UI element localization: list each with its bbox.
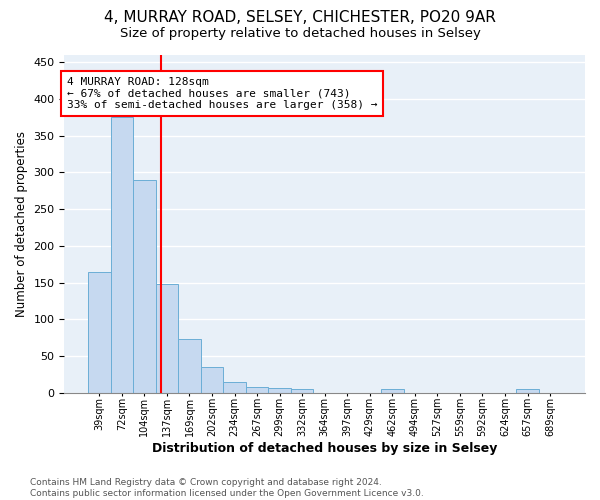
Text: Contains HM Land Registry data © Crown copyright and database right 2024.
Contai: Contains HM Land Registry data © Crown c… [30, 478, 424, 498]
Bar [381, 389, 404, 393]
Text: 4 MURRAY ROAD: 128sqm
← 67% of detached houses are smaller (743)
33% of semi-det: 4 MURRAY ROAD: 128sqm ← 67% of detached … [67, 77, 377, 110]
Bar [246, 387, 268, 393]
Bar [88, 272, 110, 393]
Bar [155, 284, 178, 393]
Bar [178, 339, 201, 393]
Bar [223, 382, 246, 393]
Y-axis label: Number of detached properties: Number of detached properties [15, 131, 28, 317]
X-axis label: Distribution of detached houses by size in Selsey: Distribution of detached houses by size … [152, 442, 497, 455]
Bar [110, 118, 133, 393]
Bar [201, 367, 223, 393]
Text: Size of property relative to detached houses in Selsey: Size of property relative to detached ho… [119, 28, 481, 40]
Bar [516, 389, 539, 393]
Text: 4, MURRAY ROAD, SELSEY, CHICHESTER, PO20 9AR: 4, MURRAY ROAD, SELSEY, CHICHESTER, PO20… [104, 10, 496, 25]
Bar [291, 389, 313, 393]
Bar [268, 388, 291, 393]
Bar [133, 180, 155, 393]
